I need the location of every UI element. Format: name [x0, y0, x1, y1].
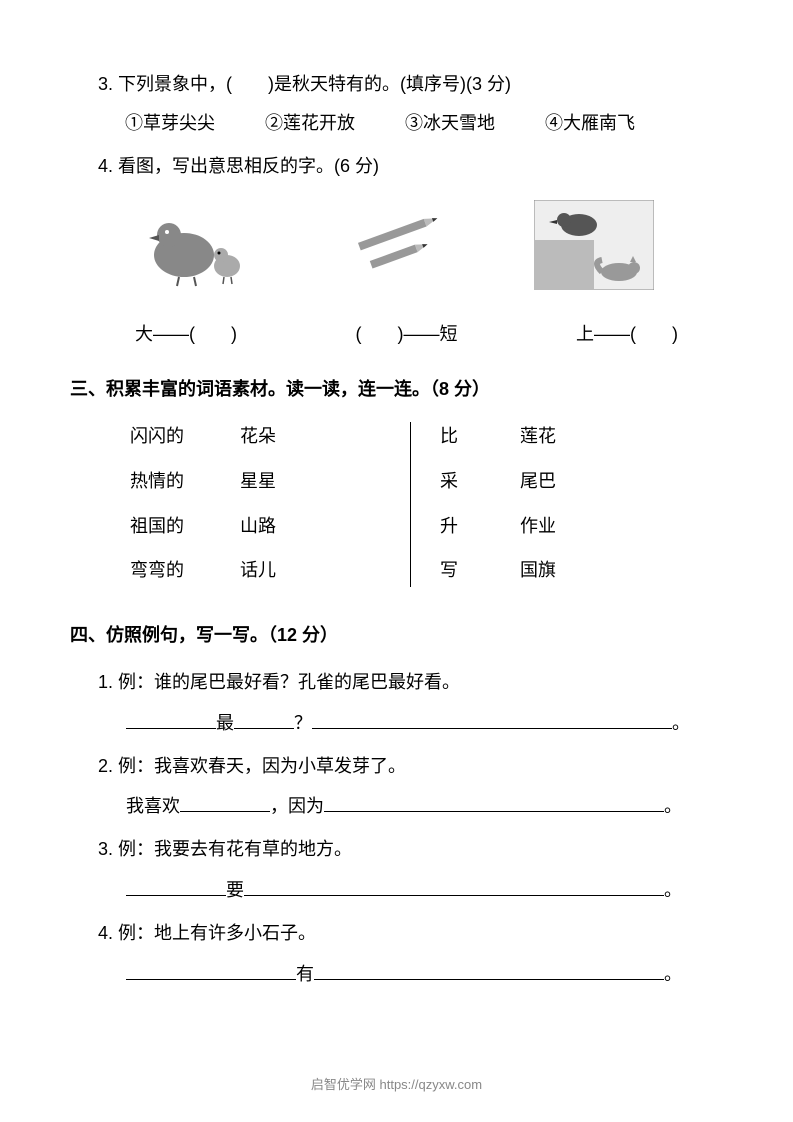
fill-3: 上——( ): [576, 320, 678, 349]
match-table: 闪闪的 热情的 祖国的 弯弯的 花朵 星星 山路 话儿 比 采 升 写 莲花 尾…: [70, 422, 723, 601]
cell: 比: [440, 422, 520, 451]
sentence-1: 1. 例：谁的尾巴最好看？孔雀的尾巴最好看。: [70, 668, 723, 697]
text: ，因为: [270, 796, 324, 816]
cell: 话儿: [240, 556, 350, 585]
text: 最: [216, 713, 234, 733]
match-right-a: 比 采 升 写: [440, 422, 520, 601]
match-right-b: 莲花 尾巴 作业 国旗: [520, 422, 630, 601]
example-2: 2. 例：我喜欢春天，因为小草发芽了。: [98, 752, 723, 781]
text: 。: [664, 880, 682, 900]
blank[interactable]: [314, 960, 664, 980]
cell: 写: [440, 556, 520, 585]
sentence-2: 2. 例：我喜欢春天，因为小草发芽了。: [70, 752, 723, 781]
question-3-options: ①草芽尖尖 ②莲花开放 ③冰天雪地 ④大雁南飞: [70, 109, 723, 138]
cell: 山路: [240, 512, 350, 541]
section-4-title: 四、仿照例句，写一写。（12 分）: [70, 621, 723, 650]
match-left-a: 闪闪的 热情的 祖国的 弯弯的: [130, 422, 240, 601]
blank-3: 要。: [70, 876, 723, 905]
cell: 星星: [240, 467, 350, 496]
vertical-divider: [410, 422, 411, 587]
text: 。: [664, 796, 682, 816]
fill-2: ( )——短: [356, 320, 458, 349]
option-2: ②莲花开放: [265, 109, 355, 138]
footer-text: 启智优学网 https://qzyxw.com: [0, 1075, 793, 1096]
option-3: ③冰天雪地: [405, 109, 495, 138]
option-4: ④大雁南飞: [545, 109, 635, 138]
cell: 国旗: [520, 556, 630, 585]
text: 。: [672, 713, 690, 733]
sentence-4: 4. 例：地上有许多小石子。: [70, 919, 723, 948]
example-1: 1. 例：谁的尾巴最好看？孔雀的尾巴最好看。: [98, 668, 723, 697]
text: 要: [226, 880, 244, 900]
blank[interactable]: [126, 709, 216, 729]
cell: 莲花: [520, 422, 630, 451]
cell: 尾巴: [520, 467, 630, 496]
blank[interactable]: [234, 709, 294, 729]
text: ？: [294, 713, 312, 733]
section-3-title: 三、积累丰富的词语素材。读一读，连一连。（8 分）: [70, 375, 723, 404]
text: 我喜欢: [126, 796, 180, 816]
image-crow-fox: [534, 200, 654, 290]
birds-icon: [139, 200, 259, 290]
cell: 升: [440, 512, 520, 541]
cell: 弯弯的: [130, 556, 240, 585]
pencils-icon: [336, 200, 456, 290]
option-1: ①草芽尖尖: [125, 109, 215, 138]
crow-fox-icon: [534, 200, 654, 290]
text: 有: [296, 964, 314, 984]
cell: 祖国的: [130, 512, 240, 541]
sentence-3: 3. 例：我要去有花有草的地方。: [70, 835, 723, 864]
blank[interactable]: [126, 876, 226, 896]
blank[interactable]: [324, 793, 664, 813]
question-3: 3. 下列景象中，( )是秋天特有的。(填序号)(3 分) ①草芽尖尖 ②莲花开…: [70, 70, 723, 138]
question-4-images: [70, 180, 723, 300]
image-birds: [139, 200, 259, 290]
blank[interactable]: [126, 960, 296, 980]
cell: 采: [440, 467, 520, 496]
question-3-text: 3. 下列景象中，( )是秋天特有的。(填序号)(3 分): [70, 70, 723, 99]
question-4-text: 4. 看图，写出意思相反的字。(6 分): [70, 152, 723, 181]
blank[interactable]: [244, 876, 664, 896]
blank[interactable]: [312, 709, 672, 729]
text: 。: [664, 964, 682, 984]
blank-1: 最 ？ 。: [70, 709, 723, 738]
match-left-b: 花朵 星星 山路 话儿: [240, 422, 350, 601]
question-4: 4. 看图，写出意思相反的字。(6 分): [70, 152, 723, 350]
blank[interactable]: [180, 793, 270, 813]
blank-4: 有。: [70, 960, 723, 989]
question-4-fills: 大——( ) ( )——短 上——( ): [70, 320, 723, 349]
cell: 花朵: [240, 422, 350, 451]
image-pencils: [336, 200, 456, 290]
cell: 作业: [520, 512, 630, 541]
blank-2: 我喜欢 ，因为 。: [70, 792, 723, 821]
example-3: 3. 例：我要去有花有草的地方。: [98, 835, 723, 864]
example-4: 4. 例：地上有许多小石子。: [98, 919, 723, 948]
fill-1: 大——( ): [135, 320, 237, 349]
cell: 热情的: [130, 467, 240, 496]
cell: 闪闪的: [130, 422, 240, 451]
